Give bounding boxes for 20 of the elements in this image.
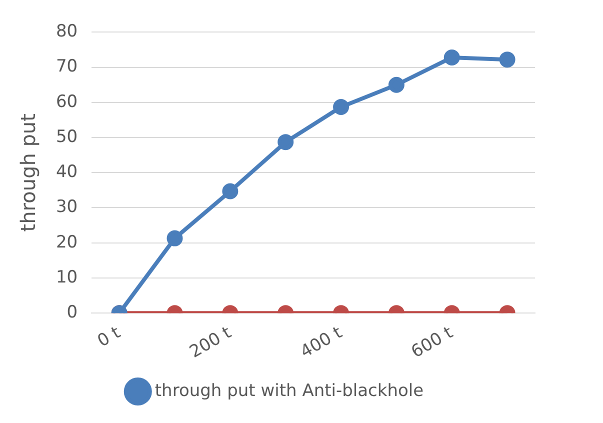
y-tick-label: 50 xyxy=(56,126,78,147)
y-tick-label: 0 xyxy=(66,302,78,322)
y-tick-label: 80 xyxy=(56,22,78,42)
x-tick-label: 600 t xyxy=(408,322,457,362)
point xyxy=(278,134,294,150)
point xyxy=(444,49,460,66)
y-axis-title: through put xyxy=(16,113,40,232)
y-tick-label: 40 xyxy=(56,162,78,182)
point xyxy=(499,52,516,68)
y-tick-label: 70 xyxy=(56,56,78,77)
legend-label: through put with Anti-blackhole xyxy=(154,380,424,401)
x-tick-label: 200 t xyxy=(186,322,236,362)
x-tick-label: 0 t xyxy=(94,322,124,352)
point xyxy=(333,98,350,115)
point xyxy=(388,76,404,93)
y-tick-label: 60 xyxy=(56,92,78,112)
y-tick-label: 20 xyxy=(56,232,78,252)
y-tick-label: 30 xyxy=(56,197,78,218)
y-tick-label: 10 xyxy=(56,267,78,288)
x-tick-label: 400 t xyxy=(297,322,346,362)
